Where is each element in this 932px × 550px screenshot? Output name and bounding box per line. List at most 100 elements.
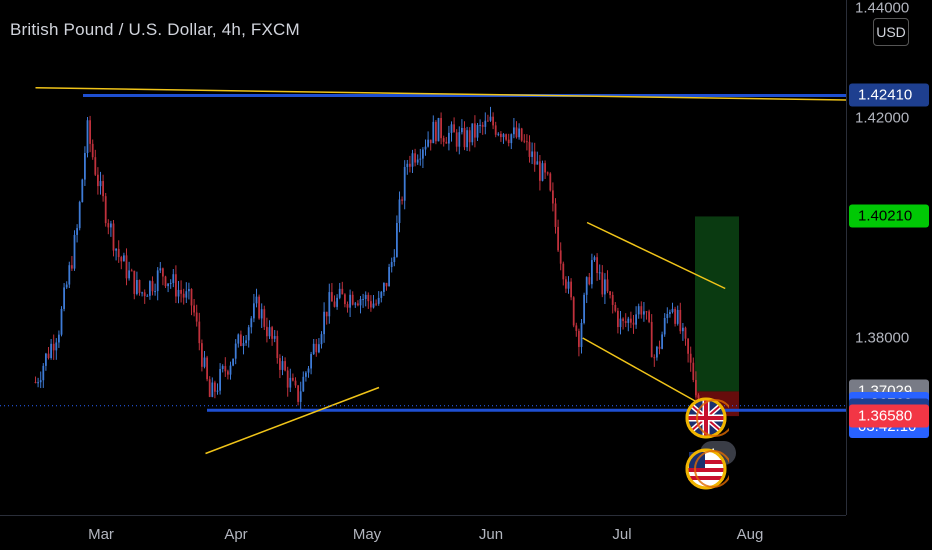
- candle-up: [536, 161, 539, 165]
- price-tick: 1.44000: [855, 0, 910, 17]
- price-axis[interactable]: USD 1.44000 1.42000 1.38000 1.42410 1.402…: [846, 0, 932, 515]
- candle-up: [583, 294, 585, 323]
- candle-down: [370, 301, 372, 308]
- candle-up: [245, 340, 247, 344]
- candle-up: [65, 284, 68, 288]
- candle-down: [520, 128, 523, 141]
- candle-up: [141, 292, 143, 294]
- candle-down: [463, 127, 466, 148]
- trendline: [582, 337, 701, 405]
- candle-up: [635, 314, 637, 325]
- candle-up: [320, 334, 323, 345]
- candle-down: [120, 257, 123, 262]
- candle-down: [94, 157, 97, 175]
- candle-down: [284, 361, 286, 371]
- candle-up: [99, 181, 102, 187]
- drawing-layer: [0, 87, 846, 455]
- target-zone[interactable]: [695, 216, 739, 392]
- uk-flag-icon[interactable]: [683, 395, 729, 441]
- candle-up: [627, 318, 630, 323]
- candle-up: [393, 256, 396, 263]
- candle-up: [604, 279, 606, 295]
- candle-up: [237, 334, 240, 344]
- candle-down: [214, 382, 216, 392]
- candle-down: [658, 346, 661, 349]
- candle-up: [432, 121, 435, 144]
- candle-up: [216, 390, 219, 392]
- candle-up: [307, 368, 310, 373]
- candle-down: [180, 289, 182, 294]
- candle-up: [253, 303, 255, 319]
- candle-down: [240, 334, 242, 346]
- candle-down: [601, 272, 604, 295]
- candle-up: [390, 262, 393, 268]
- candle-down: [297, 385, 299, 402]
- candle-up: [427, 139, 429, 147]
- candle-up: [60, 308, 63, 335]
- candle-down: [515, 127, 518, 138]
- currency-label[interactable]: USD: [873, 18, 909, 46]
- candle-up: [110, 223, 112, 228]
- candle-down: [494, 125, 497, 135]
- candle-up: [128, 270, 130, 279]
- candlestick-series: [34, 106, 700, 410]
- candle-up: [510, 134, 513, 144]
- candle-down: [695, 379, 697, 396]
- candle-down: [440, 118, 442, 139]
- candle-up: [76, 228, 78, 235]
- candle-down: [630, 318, 632, 323]
- candle-up: [541, 163, 544, 181]
- time-tick-mar: Mar: [88, 526, 114, 543]
- price-badge: 1.42410: [849, 83, 929, 107]
- candle-down: [175, 274, 177, 297]
- candle-up: [531, 151, 533, 157]
- candle-down: [474, 123, 476, 138]
- candle-down: [442, 138, 445, 142]
- candle-up: [167, 283, 169, 287]
- time-tick-jul: Jul: [612, 526, 632, 543]
- candle-up: [396, 222, 398, 257]
- candle-up: [437, 118, 440, 142]
- candle-down: [190, 289, 193, 306]
- candle-up: [377, 297, 380, 304]
- candle-up: [676, 309, 679, 324]
- candle-up: [146, 295, 149, 297]
- candle-down: [650, 321, 653, 358]
- candle-up: [380, 291, 383, 298]
- candle-down: [445, 141, 448, 144]
- candle-up: [115, 248, 117, 251]
- candle-up: [172, 274, 175, 283]
- candle-up: [78, 202, 81, 229]
- us-flag-icon[interactable]: [683, 446, 729, 492]
- candle-up: [619, 318, 622, 328]
- candle-down: [487, 120, 489, 122]
- candle-up: [398, 199, 401, 223]
- candle-up: [354, 303, 357, 305]
- candle-down: [606, 279, 609, 292]
- time-tick-may: May: [352, 526, 382, 543]
- candle-down: [632, 322, 635, 325]
- candle-down: [333, 301, 336, 307]
- candle-up: [383, 282, 385, 292]
- candle-down: [182, 293, 185, 298]
- candle-up: [323, 311, 325, 335]
- candle-down: [125, 255, 128, 279]
- candle-down: [557, 226, 559, 251]
- candle-down: [315, 343, 318, 353]
- candle-down: [565, 279, 567, 289]
- candle-up: [416, 159, 419, 163]
- price-tick: 1.38000: [855, 329, 910, 347]
- candle-down: [409, 163, 411, 167]
- time-tick-jun: Jun: [478, 526, 504, 543]
- candle-down: [292, 377, 294, 381]
- candle-up: [591, 260, 593, 285]
- candle-up: [219, 369, 221, 391]
- candle-up: [328, 292, 331, 317]
- candle-down: [455, 132, 458, 147]
- price-chart[interactable]: [0, 0, 846, 515]
- candle-down: [130, 270, 133, 272]
- candle-up: [86, 120, 89, 154]
- time-axis[interactable]: Mar Apr May Jun Jul Aug: [0, 515, 846, 550]
- candle-up: [247, 327, 250, 341]
- candle-down: [492, 116, 494, 126]
